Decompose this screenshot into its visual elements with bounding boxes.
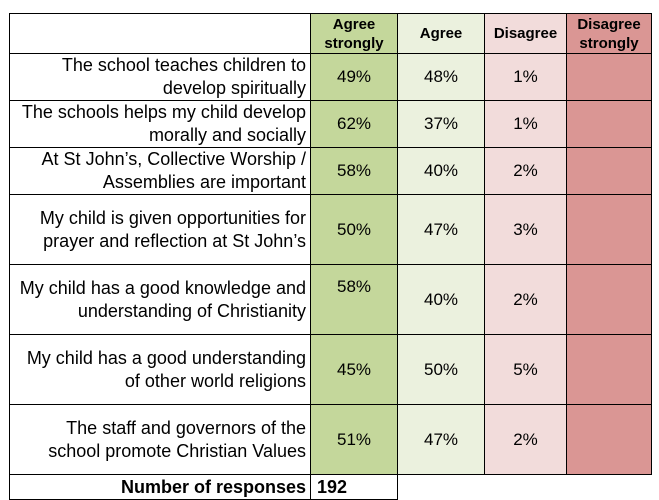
table-row: The staff and governors of the school pr… bbox=[9, 404, 652, 475]
survey-results-table: Agree strongly Agree Disagree Disagree s… bbox=[9, 13, 652, 500]
responses-value: 192 bbox=[310, 474, 398, 500]
disagree-value: 1% bbox=[484, 100, 567, 148]
question-cell: My child has a good knowledge and unders… bbox=[9, 264, 311, 335]
header-row: Agree strongly Agree Disagree Disagree s… bbox=[9, 13, 652, 54]
disagree-value: 5% bbox=[484, 334, 567, 405]
question-cell: My child is given opportunities for pray… bbox=[9, 194, 311, 265]
agree-strongly-value: 58% bbox=[310, 147, 398, 195]
disagree-value: 3% bbox=[484, 194, 567, 265]
agree-value: 47% bbox=[397, 404, 485, 475]
agree-value: 40% bbox=[397, 147, 485, 195]
table-row: My child has a good knowledge and unders… bbox=[9, 264, 652, 335]
empty-cell bbox=[398, 475, 485, 500]
header-disagree-strongly: Disagree strongly bbox=[566, 13, 652, 54]
disagree-strongly-value bbox=[566, 194, 652, 265]
header-disagree: Disagree bbox=[484, 13, 567, 54]
agree-value: 48% bbox=[397, 53, 485, 101]
disagree-strongly-value bbox=[566, 264, 652, 335]
question-cell: The schools helps my child develop moral… bbox=[9, 100, 311, 148]
table-row: At St John’s, Collective Worship / Assem… bbox=[9, 147, 652, 195]
agree-value: 40% bbox=[397, 264, 485, 335]
agree-strongly-value: 50% bbox=[310, 194, 398, 265]
disagree-value: 1% bbox=[484, 53, 567, 101]
question-cell: My child has a good understanding of oth… bbox=[9, 334, 311, 405]
disagree-strongly-value bbox=[566, 334, 652, 405]
disagree-strongly-value bbox=[566, 53, 652, 101]
disagree-strongly-value bbox=[566, 100, 652, 148]
question-cell: At St John’s, Collective Worship / Assem… bbox=[9, 147, 311, 195]
table-row: The school teaches children to develop s… bbox=[9, 53, 652, 101]
header-blank-cell bbox=[9, 13, 311, 54]
agree-strongly-value: 49% bbox=[310, 53, 398, 101]
agree-value: 47% bbox=[397, 194, 485, 265]
table-row: The schools helps my child develop moral… bbox=[9, 100, 652, 148]
question-cell: The staff and governors of the school pr… bbox=[9, 404, 311, 475]
table-row: My child is given opportunities for pray… bbox=[9, 194, 652, 265]
empty-cell bbox=[485, 475, 567, 500]
question-cell: The school teaches children to develop s… bbox=[9, 53, 311, 101]
agree-value: 37% bbox=[397, 100, 485, 148]
disagree-value: 2% bbox=[484, 147, 567, 195]
agree-strongly-value: 62% bbox=[310, 100, 398, 148]
agree-value: 50% bbox=[397, 334, 485, 405]
agree-strongly-value: 58% bbox=[310, 264, 398, 335]
header-agree-strongly: Agree strongly bbox=[310, 13, 398, 54]
agree-strongly-value: 45% bbox=[310, 334, 398, 405]
responses-row: Number of responses 192 bbox=[9, 474, 652, 500]
disagree-strongly-value bbox=[566, 404, 652, 475]
agree-strongly-value: 51% bbox=[310, 404, 398, 475]
header-agree: Agree bbox=[397, 13, 485, 54]
table-row: My child has a good understanding of oth… bbox=[9, 334, 652, 405]
disagree-value: 2% bbox=[484, 264, 567, 335]
empty-cell bbox=[567, 475, 652, 500]
disagree-strongly-value bbox=[566, 147, 652, 195]
responses-label: Number of responses bbox=[9, 474, 311, 500]
disagree-value: 2% bbox=[484, 404, 567, 475]
